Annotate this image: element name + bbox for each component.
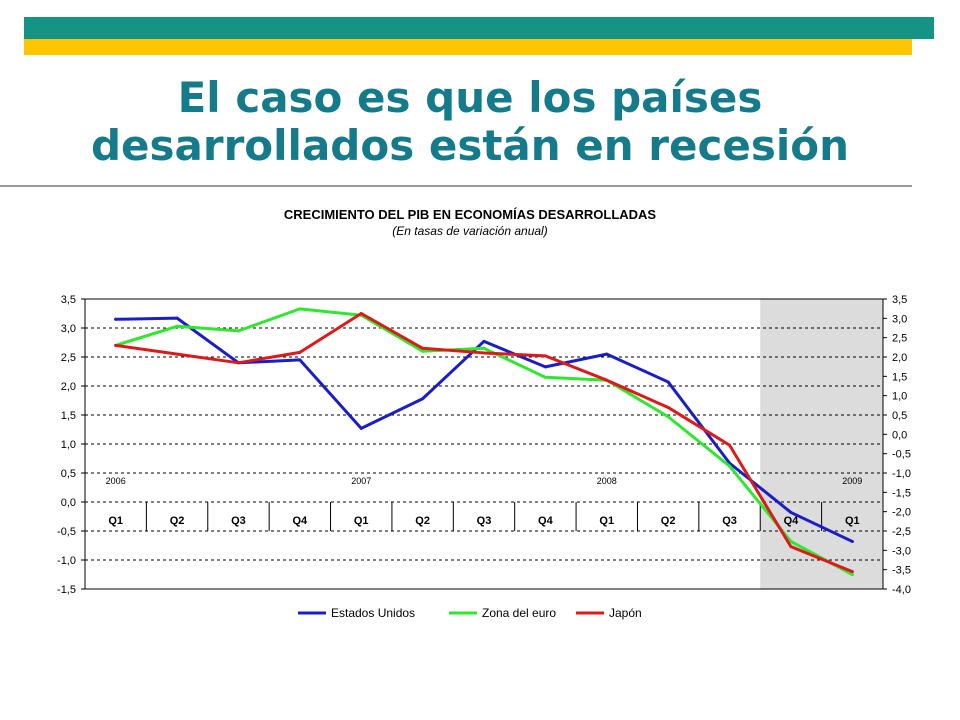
right-axis-tick-label: -2,0 [892,507,911,519]
data-point [789,545,793,549]
data-point [543,375,547,379]
year-label: 2009 [842,476,862,486]
data-point [421,397,425,401]
data-point [605,352,609,356]
data-point [605,378,609,382]
data-point [543,354,547,358]
right-axis-tick-label: -1,0 [892,468,911,480]
quarter-label: Q1 [599,515,614,527]
data-point [114,343,118,347]
data-point [850,539,854,543]
data-point [175,352,179,356]
header-yellow-bar [24,39,912,55]
data-point [482,351,486,355]
data-point [114,317,118,321]
quarter-label: Q2 [661,515,676,527]
data-point [236,361,240,365]
left-axis-tick-label: -1,5 [57,584,76,596]
left-axis-tick-label: 1,5 [61,410,76,422]
data-point [359,312,363,315]
left-axis-tick-label: 3,5 [61,294,76,306]
title-divider [0,185,912,187]
right-axis-tick-label: 1,0 [892,391,907,403]
right-axis-tick-label: -0,5 [892,449,911,461]
chart-subtitle: (En tasas de variación anual) [392,224,548,238]
quarter-label: Q3 [722,515,737,527]
data-point [482,339,486,343]
quarter-label: Q4 [293,515,309,527]
left-axis-tick-label: 1,0 [61,439,76,451]
data-point [359,426,363,430]
quarter-label: Q4 [784,515,800,527]
quarter-label: Q3 [231,515,246,527]
quarter-label: Q1 [108,515,123,527]
right-axis-tick-label: -3,5 [892,565,911,577]
quarter-label: Q1 [354,515,369,527]
data-point [421,349,425,353]
left-axis-tick-label: -0,5 [57,526,76,538]
data-point [728,464,732,468]
data-point [543,365,547,369]
quarter-label: Q1 [845,515,860,527]
left-axis-tick-label: 2,0 [61,381,76,393]
right-axis-tick-label: 1,5 [892,371,907,383]
year-label: 2006 [106,476,126,486]
data-point [666,405,670,409]
right-axis-tick-label: -1,5 [892,487,911,499]
left-axis-tick-label: 3,0 [61,323,76,335]
year-label: 2007 [351,476,371,486]
right-axis-tick-label: 2,5 [892,333,907,345]
chart-title: CRECIMIENTO DEL PIB EN ECONOMÍAS DESARRO… [283,207,657,222]
left-axis-tick-label: -1,0 [57,555,76,567]
legend-label: Estados Unidos [331,606,415,620]
right-axis-tick-label: 3,0 [892,313,907,325]
data-point [421,346,425,350]
right-axis-tick-label: -4,0 [892,584,911,596]
right-axis-tick-label: 2,0 [892,352,907,364]
data-point [298,358,302,362]
data-point [850,573,854,576]
data-point [850,570,854,574]
forecast-shading [760,299,883,589]
slide-title: El caso es que los países desarrollados … [90,73,849,170]
data-point [298,350,302,354]
right-axis-tick-label: -2,5 [892,526,911,538]
right-axis-tick-label: -3,0 [892,545,911,557]
quarter-label: Q4 [538,515,554,527]
data-point [666,380,670,384]
data-point [482,346,486,350]
left-axis-tick-label: 2,5 [61,352,76,364]
data-point [175,316,179,320]
quarter-label: Q2 [170,515,185,527]
data-point [728,443,732,447]
data-point [175,324,179,328]
legend-label: Zona del euro [482,606,556,620]
header-teal-bar [24,17,934,39]
right-axis-tick-label: 0,0 [892,429,907,441]
year-label: 2008 [597,476,617,486]
data-point [298,307,302,311]
data-point [789,510,793,514]
quarter-label: Q2 [415,515,430,527]
data-point [789,539,793,543]
data-point [666,415,670,419]
data-point [236,329,240,333]
right-axis-tick-label: 0,5 [892,410,907,422]
left-axis-tick-label: 0,0 [61,497,76,509]
right-axis-tick-label: 3,5 [892,294,907,306]
left-axis-tick-label: 0,5 [61,468,76,480]
legend-label: Japón [609,606,642,620]
quarter-label: Q3 [477,515,492,527]
